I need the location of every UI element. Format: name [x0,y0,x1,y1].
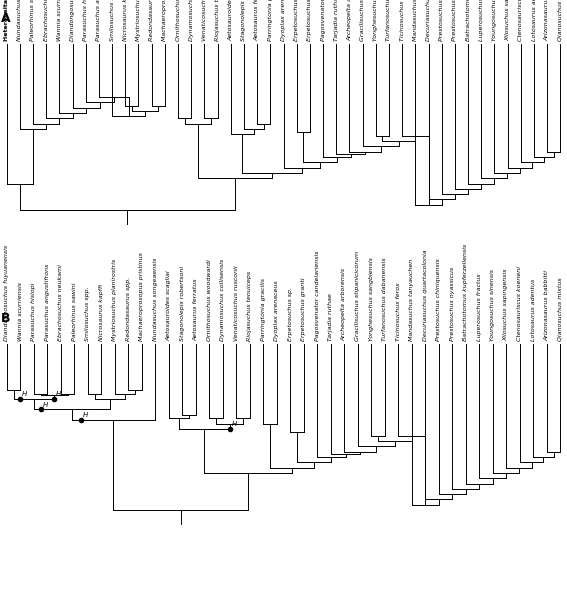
Text: Heteropelta boboi: Heteropelta boboi [4,0,9,41]
Text: Paleorhinus sawini: Paleorhinus sawini [72,282,77,341]
Text: Aetosaurus ferratus: Aetosaurus ferratus [193,278,198,341]
Text: Parasuchus angustifrons: Parasuchus angustifrons [96,0,101,41]
Text: Arizonasaurus babbitti: Arizonasaurus babbitti [545,0,550,41]
Text: H: H [22,391,28,397]
Text: Wannia scurriensis: Wannia scurriensis [57,0,62,41]
Text: Venaticosuchus rusconii: Venaticosuchus rusconii [202,0,207,41]
Text: Erpetosuchus sp.: Erpetosuchus sp. [287,287,293,341]
Text: Ctenosauriscus koeneni: Ctenosauriscus koeneni [518,0,523,41]
Text: Stagonolepis robertsoni: Stagonolepis robertsoni [242,0,247,41]
Text: Aetosauroides scagliai: Aetosauroides scagliai [229,0,233,41]
Text: Ornithosuchus woodwardi: Ornithosuchus woodwardi [176,0,180,41]
Text: Nicrosaurus kapffi: Nicrosaurus kapffi [123,0,128,41]
Text: Tarjadia ruthae: Tarjadia ruthae [328,293,333,341]
Text: Yonghesuchus sangbiensis: Yonghesuchus sangbiensis [373,0,378,41]
Text: Machaeroprosopus pristinus: Machaeroprosopus pristinus [162,0,167,41]
Text: Ticinosuchus ferox: Ticinosuchus ferox [396,282,401,341]
Text: Archeopelta arborensis: Archeopelta arborensis [347,0,352,41]
Text: Decuriasuchus quartacolonia: Decuriasuchus quartacolonia [426,0,431,41]
Text: Riojasuchus tenuiceps: Riojasuchus tenuiceps [215,0,220,41]
Text: Diandongosuchus fuyuanensis: Diandongosuchus fuyuanensis [4,244,9,341]
Text: Erpetosuchus granti: Erpetosuchus granti [301,277,306,341]
Text: Turfanosuchus dabanensis: Turfanosuchus dabanensis [387,0,391,41]
Text: Erpetosuchus sp.: Erpetosuchus sp. [307,0,312,41]
Text: Batrachotomus kupferzellensis: Batrachotomus kupferzellensis [463,244,468,341]
Text: Erpetosuchus granti: Erpetosuchus granti [294,0,299,41]
Text: Luperosuchus fractus: Luperosuchus fractus [477,273,482,341]
Text: Mystriosuchus planirostris: Mystriosuchus planirostris [136,0,141,41]
Text: Gracilisuchus stipanicicorum: Gracilisuchus stipanicicorum [360,0,365,41]
Text: Nicrosaurus kapffi: Nicrosaurus kapffi [99,284,104,341]
Text: Prestosuchus nyassicus: Prestosuchus nyassicus [450,266,455,341]
Text: Dyoplax arenaceus: Dyoplax arenaceus [281,0,286,41]
Text: H: H [83,412,88,418]
Text: H: H [43,401,48,407]
Text: Pagosvenator candelariensis: Pagosvenator candelariensis [320,0,325,41]
Text: Xilosuchus sapingensis: Xilosuchus sapingensis [503,268,509,341]
Text: Redondasaurus spp.: Redondasaurus spp. [126,277,131,341]
Text: Venaticosuchus rusconii: Venaticosuchus rusconii [234,265,239,341]
Text: Nundasuchus songeaensis: Nundasuchus songeaensis [17,0,22,41]
Text: Parasuchus angustifrons: Parasuchus angustifrons [45,263,50,341]
Text: Ornithosuchus woodwardi: Ornithosuchus woodwardi [207,259,211,341]
Text: Pagosvenator candelariensis: Pagosvenator candelariensis [315,250,320,341]
Text: Paleorhinus sawini: Paleorhinus sawini [31,0,36,41]
Text: Youngosuchus sinensis: Youngosuchus sinensis [490,269,495,341]
Text: Batrachotomus kupferzellensis: Batrachotomus kupferzellensis [466,0,471,41]
Text: Prestosuchus nyassicus: Prestosuchus nyassicus [452,0,458,41]
Text: Machaeroprosopus pristinus: Machaeroprosopus pristinus [139,252,144,341]
Text: Dynamosuchus collisensis: Dynamosuchus collisensis [220,259,225,341]
Text: Archeopelta arborensis: Archeopelta arborensis [342,268,347,341]
Text: Parasuchus hislopi: Parasuchus hislopi [31,282,36,341]
Text: Ticinosuchus ferox: Ticinosuchus ferox [400,0,405,41]
Text: Prestosuchus chiniquensis: Prestosuchus chiniquensis [439,0,444,41]
Text: Decuriasuchus quartacolonia: Decuriasuchus quartacolonia [423,249,428,341]
Text: Dyoplax arenaceus: Dyoplax arenaceus [274,280,280,341]
Text: Smilosuchus spp.: Smilosuchus spp. [85,286,90,341]
Text: Stagonolepis robertsoni: Stagonolepis robertsoni [180,265,185,341]
Text: H: H [56,391,61,397]
Text: Lotosaurus adentus: Lotosaurus adentus [531,278,536,341]
Text: Tarjadia ruthae: Tarjadia ruthae [334,0,338,41]
Text: Nundasuchus songeaensis: Nundasuchus songeaensis [153,257,158,341]
Text: Riojasuchus tenuiceps: Riojasuchus tenuiceps [247,271,252,341]
Text: Prestosuchus chiniquensis: Prestosuchus chiniquensis [436,258,441,341]
Text: A: A [1,13,11,25]
Text: Qianosuchus mixtus: Qianosuchus mixtus [558,277,563,341]
Text: Parringtonia gracilis: Parringtonia gracilis [261,278,266,341]
Text: Lotosaurus adentus: Lotosaurus adentus [531,0,536,41]
Text: Ebrachosuchus neukami: Ebrachosuchus neukami [58,264,64,341]
Text: Parasuchus hislopi: Parasuchus hislopi [83,0,88,41]
Text: Turfanosuchus dabanensis: Turfanosuchus dabanensis [382,257,387,341]
Text: Wannia scurriensis: Wannia scurriensis [18,281,23,341]
Text: Redondasaurus spp.: Redondasaurus spp. [149,0,154,41]
Text: Mystriosuchus planirostris: Mystriosuchus planirostris [112,259,117,341]
Text: Mandasuchus tanyauchen: Mandasuchus tanyauchen [409,259,414,341]
Text: Luperosuchus fractus: Luperosuchus fractus [479,0,484,41]
Text: Arizonasaurus babbitti: Arizonasaurus babbitti [544,269,549,341]
Text: Smilosuchus spp.: Smilosuchus spp. [109,0,115,41]
Text: Aetosauroides scagliai: Aetosauroides scagliai [166,270,171,341]
Text: Mandasuchus tanyauchen: Mandasuchus tanyauchen [413,0,418,41]
Text: Ctenosauriscus koeneni: Ctenosauriscus koeneni [517,266,522,341]
Text: Youngosuchus sinensis: Youngosuchus sinensis [492,0,497,41]
Text: Yonghesuchus sangbiensis: Yonghesuchus sangbiensis [369,257,374,341]
Text: Parringtonia gracilis: Parringtonia gracilis [268,0,273,41]
Text: Ebrachosuchus neukami: Ebrachosuchus neukami [44,0,49,41]
Text: Diandongosuchus fuyuanensis: Diandongosuchus fuyuanensis [70,0,75,41]
Text: B: B [1,313,11,325]
Text: Dynamosuchus collisensis: Dynamosuchus collisensis [189,0,194,41]
Text: Xilosuchus sapingensis: Xilosuchus sapingensis [505,0,510,41]
Text: Gracilisuchus stipanicicorum: Gracilisuchus stipanicicorum [356,250,360,341]
Text: H: H [231,421,237,427]
Text: Qianosuchus mixtus: Qianosuchus mixtus [558,0,563,41]
Text: Aetosaurus ferratus: Aetosaurus ferratus [255,0,260,41]
